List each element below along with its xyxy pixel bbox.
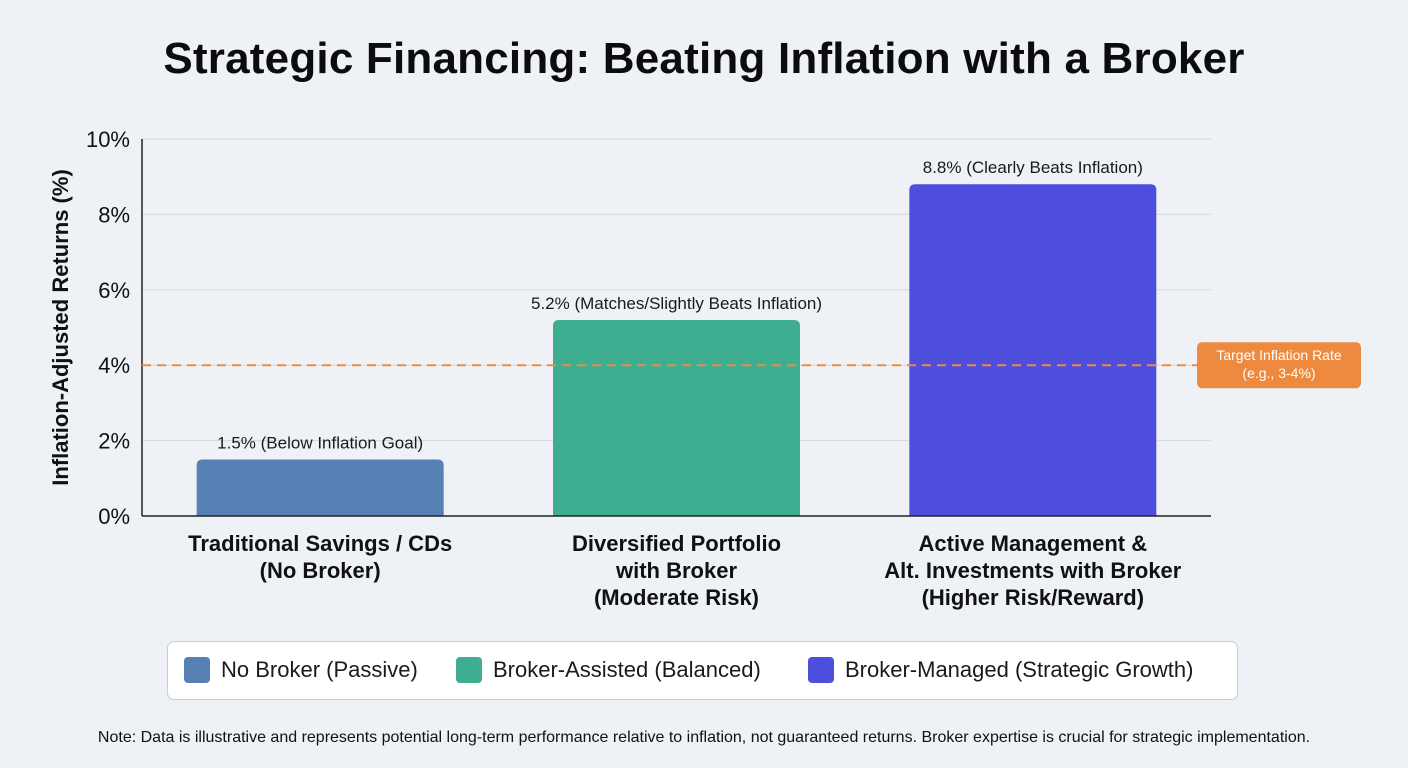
x-tick-label: Alt. Investments with Broker [884, 558, 1182, 583]
bar [196, 459, 444, 516]
bar-chart: 0% 2% 4% 6% 8% 10% Inflation-Adjusted Returns … [48, 127, 1361, 610]
x-tick-label: Active Management & [919, 531, 1148, 556]
y-axis-title: Inflation-Adjusted Returns (%) [48, 169, 73, 486]
x-tick-label: with Broker [615, 558, 737, 583]
data-label: 5.2% (Matches/Slightly Beats Inflation) [531, 294, 822, 313]
y-tick-label: 6% [98, 278, 130, 303]
target-inflation-label: (e.g., 3-4%) [1242, 365, 1315, 381]
legend-item-broker-assisted: Broker-Assisted (Balanced) [456, 642, 761, 698]
footnote: Note: Data is illustrative and represent… [97, 729, 1311, 746]
legend-item-no-broker: No Broker (Passive) [184, 642, 418, 698]
chart-title: Strategic Financing: Beating Inflation w… [163, 34, 1245, 83]
y-tick-label: 10% [86, 127, 130, 152]
target-inflation-badge [1197, 342, 1361, 389]
legend-item-broker-managed: Broker-Managed (Strategic Growth) [808, 642, 1193, 698]
y-tick-label: 4% [98, 353, 130, 378]
legend-swatch-broker-managed [808, 657, 834, 683]
legend-label-no-broker: No Broker (Passive) [221, 657, 418, 682]
legend: No Broker (Passive) Broker-Assisted (Bal… [167, 641, 1238, 700]
x-tick-label: (Moderate Risk) [594, 585, 759, 610]
y-tick-label: 0% [98, 504, 130, 529]
y-tick-label: 2% [98, 429, 130, 454]
legend-label-broker-managed: Broker-Managed (Strategic Growth) [845, 657, 1194, 682]
data-label: 1.5% (Below Inflation Goal) [217, 433, 423, 452]
target-inflation-label: Target Inflation Rate [1216, 347, 1342, 363]
x-tick-label: Traditional Savings / CDs [188, 531, 452, 556]
legend-label-broker-assisted: Broker-Assisted (Balanced) [493, 657, 761, 682]
x-tick-label: Diversified Portfolio [572, 531, 781, 556]
x-tick-label: (No Broker) [260, 558, 381, 583]
bar [553, 319, 800, 516]
y-tick-label: 8% [98, 202, 130, 227]
legend-swatch-broker-assisted [456, 657, 482, 683]
data-label: 8.8% (Clearly Beats Inflation) [923, 158, 1143, 177]
x-tick-label: (Higher Risk/Reward) [922, 585, 1145, 610]
legend-swatch-no-broker [184, 657, 210, 683]
bar [909, 184, 1157, 517]
